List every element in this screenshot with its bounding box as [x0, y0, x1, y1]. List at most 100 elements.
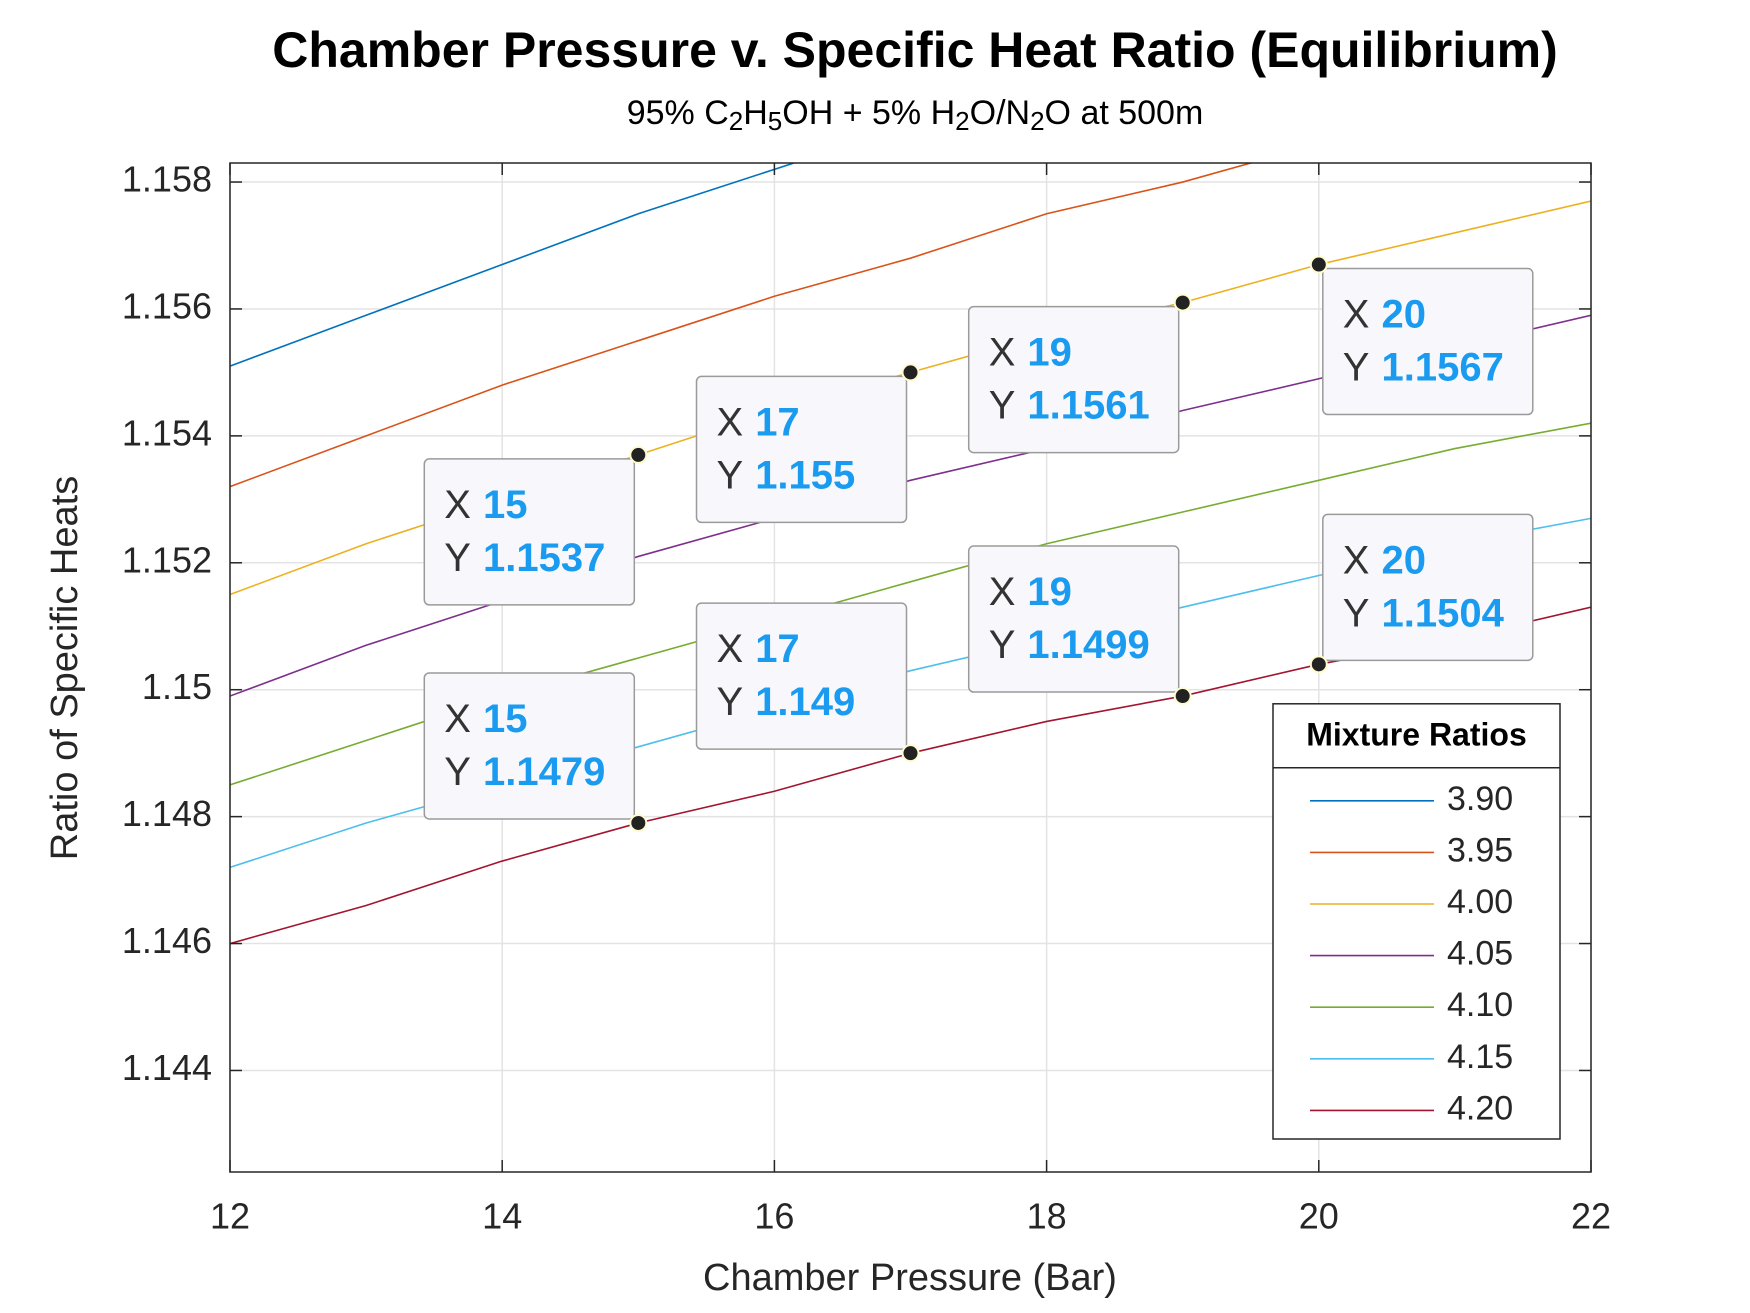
- data-tip: X 17Y 1.149: [695, 602, 920, 763]
- data-tip-box: [967, 305, 1180, 454]
- data-tip-row: Y 1.1537: [444, 535, 605, 579]
- data-tip-label: X: [717, 627, 744, 671]
- x-tick-label: 18: [1027, 1196, 1067, 1237]
- data-tip-row: Y 1.149: [717, 680, 856, 724]
- data-tip-row: Y 1.1499: [989, 623, 1150, 667]
- data-tip: X 20 Y 1.1567: [1309, 255, 1534, 416]
- y-tick-label: 1.152: [122, 539, 212, 580]
- legend-label: 3.90: [1447, 780, 1513, 818]
- data-tip-point: [629, 813, 648, 832]
- data-tip-box: [1322, 267, 1534, 416]
- data-tip-value: 1.1479: [483, 750, 605, 794]
- data-tip-label: Y: [444, 535, 471, 579]
- data-tip-row: X 20: [1343, 292, 1426, 336]
- data-tip-row: X 19: [989, 330, 1072, 374]
- data-tip-label: Y: [717, 680, 744, 724]
- data-tip-point: [1309, 255, 1328, 274]
- data-tip-row: X 17: [717, 400, 800, 444]
- data-tip-point: [901, 744, 920, 763]
- data-tip-point: [1173, 687, 1192, 706]
- data-tip-label: Y: [989, 383, 1016, 427]
- data-tip-value: 15: [483, 482, 528, 526]
- data-tip-row: X 15: [444, 697, 527, 741]
- data-tip-value: 1.1537: [483, 535, 605, 579]
- data-tip-value: 19: [1027, 570, 1072, 614]
- data-tip-label: Y: [989, 623, 1016, 667]
- data-tip-value: 1.155: [755, 453, 855, 497]
- data-tip-row: X 15: [444, 482, 527, 526]
- data-tip-row: X 19: [989, 570, 1072, 614]
- data-tip-box: [423, 458, 636, 606]
- x-tick-label: 12: [210, 1196, 250, 1237]
- y-axis-label: Ratio of Specific Heats: [44, 476, 86, 860]
- data-tip-label: Y: [444, 750, 471, 794]
- data-tip-point: [629, 445, 648, 464]
- series-line: [230, 163, 1254, 488]
- legend-title: Mixture Ratios: [1306, 716, 1526, 752]
- x-tick-label: 20: [1299, 1196, 1339, 1237]
- data-tip-point: [901, 363, 920, 382]
- data-tip-label: Y: [1343, 591, 1370, 635]
- y-tick-label: 1.154: [122, 412, 212, 453]
- data-tip-value: 17: [755, 627, 800, 671]
- data-tip-value: 19: [1027, 330, 1072, 374]
- data-tip-value: 20: [1381, 538, 1426, 582]
- data-tip-row: Y 1.1504: [1343, 591, 1505, 635]
- data-tip-row: Y 1.1567: [1343, 345, 1504, 389]
- data-tip-box: [695, 602, 908, 750]
- data-tip-row: X 20: [1343, 538, 1426, 582]
- data-tip-label: X: [717, 400, 744, 444]
- data-tip-value: 20: [1381, 292, 1426, 336]
- data-tip-row: Y 1.155: [717, 453, 856, 497]
- y-tick-label: 1.156: [122, 285, 212, 326]
- data-tip-label: Y: [1343, 345, 1370, 389]
- legend-label: 4.20: [1447, 1089, 1513, 1127]
- data-tip-box: [1322, 513, 1534, 662]
- legend-label: 4.00: [1447, 883, 1513, 921]
- data-tip: X 20Y 1.1504: [1309, 513, 1534, 674]
- y-tick-label: 1.15: [142, 666, 212, 707]
- data-tip-value: 1.149: [755, 680, 855, 724]
- data-tip: X 17Y 1.155: [695, 363, 920, 524]
- data-tip-label: X: [989, 570, 1016, 614]
- y-tick-label: 1.148: [122, 793, 212, 834]
- data-tip-value: 1.1504: [1381, 591, 1504, 635]
- data-tip: X 19Y 1.1499: [967, 545, 1192, 706]
- chart-title: Chamber Pressure v. Specific Heat Ratio …: [272, 22, 1558, 78]
- legend-box: [1272, 703, 1561, 1140]
- ticks: 1.144 1.146 1.148 1.15 1.152 1.154 1.156 1.158 1…: [122, 159, 1611, 1237]
- data-tip-label: X: [444, 482, 471, 526]
- data-tip: X 19Y 1.1561: [967, 293, 1192, 454]
- data-tip-label: X: [1343, 292, 1370, 336]
- data-tip-row: X 17: [717, 627, 800, 671]
- data-tip-point: [1309, 655, 1328, 674]
- data-tip-row: Y 1.1479: [444, 750, 605, 794]
- data-tip-value: 15: [483, 697, 528, 741]
- y-tick-label: 1.158: [122, 159, 212, 200]
- data-tip-label: X: [1343, 538, 1370, 582]
- x-axis-label: Chamber Pressure (Bar): [703, 1257, 1117, 1299]
- data-tip-label: Y: [717, 453, 744, 497]
- x-tick-label: 14: [482, 1196, 522, 1237]
- data-tip-box: [695, 375, 908, 524]
- legend-label: 3.95: [1447, 831, 1513, 869]
- data-tip-value: 1.1499: [1027, 623, 1149, 667]
- data-tip-box: [423, 672, 636, 820]
- legend-label: 4.15: [1447, 1038, 1513, 1076]
- legend-label: 4.10: [1447, 986, 1513, 1024]
- data-tip-box: [967, 545, 1180, 693]
- data-tip-label: X: [444, 697, 471, 741]
- data-tip-value: 1.1561: [1027, 383, 1149, 427]
- x-tick-label: 16: [754, 1196, 794, 1237]
- data-tip: X 15 Y 1.1537: [423, 445, 648, 606]
- data-tip: X 15 Y 1.1479: [423, 672, 648, 832]
- legend: Mixture Ratios 3.90 3.95 4.00 4.05 4.10 4.15 4.…: [1272, 703, 1561, 1140]
- series-line: [230, 163, 797, 367]
- data-tip-value: 17: [755, 400, 800, 444]
- y-tick-label: 1.144: [122, 1047, 212, 1088]
- data-tip-label: X: [989, 330, 1016, 374]
- chart-subtitle: 95% C2H5OH + 5% H2O/N2O at 500m: [627, 94, 1204, 136]
